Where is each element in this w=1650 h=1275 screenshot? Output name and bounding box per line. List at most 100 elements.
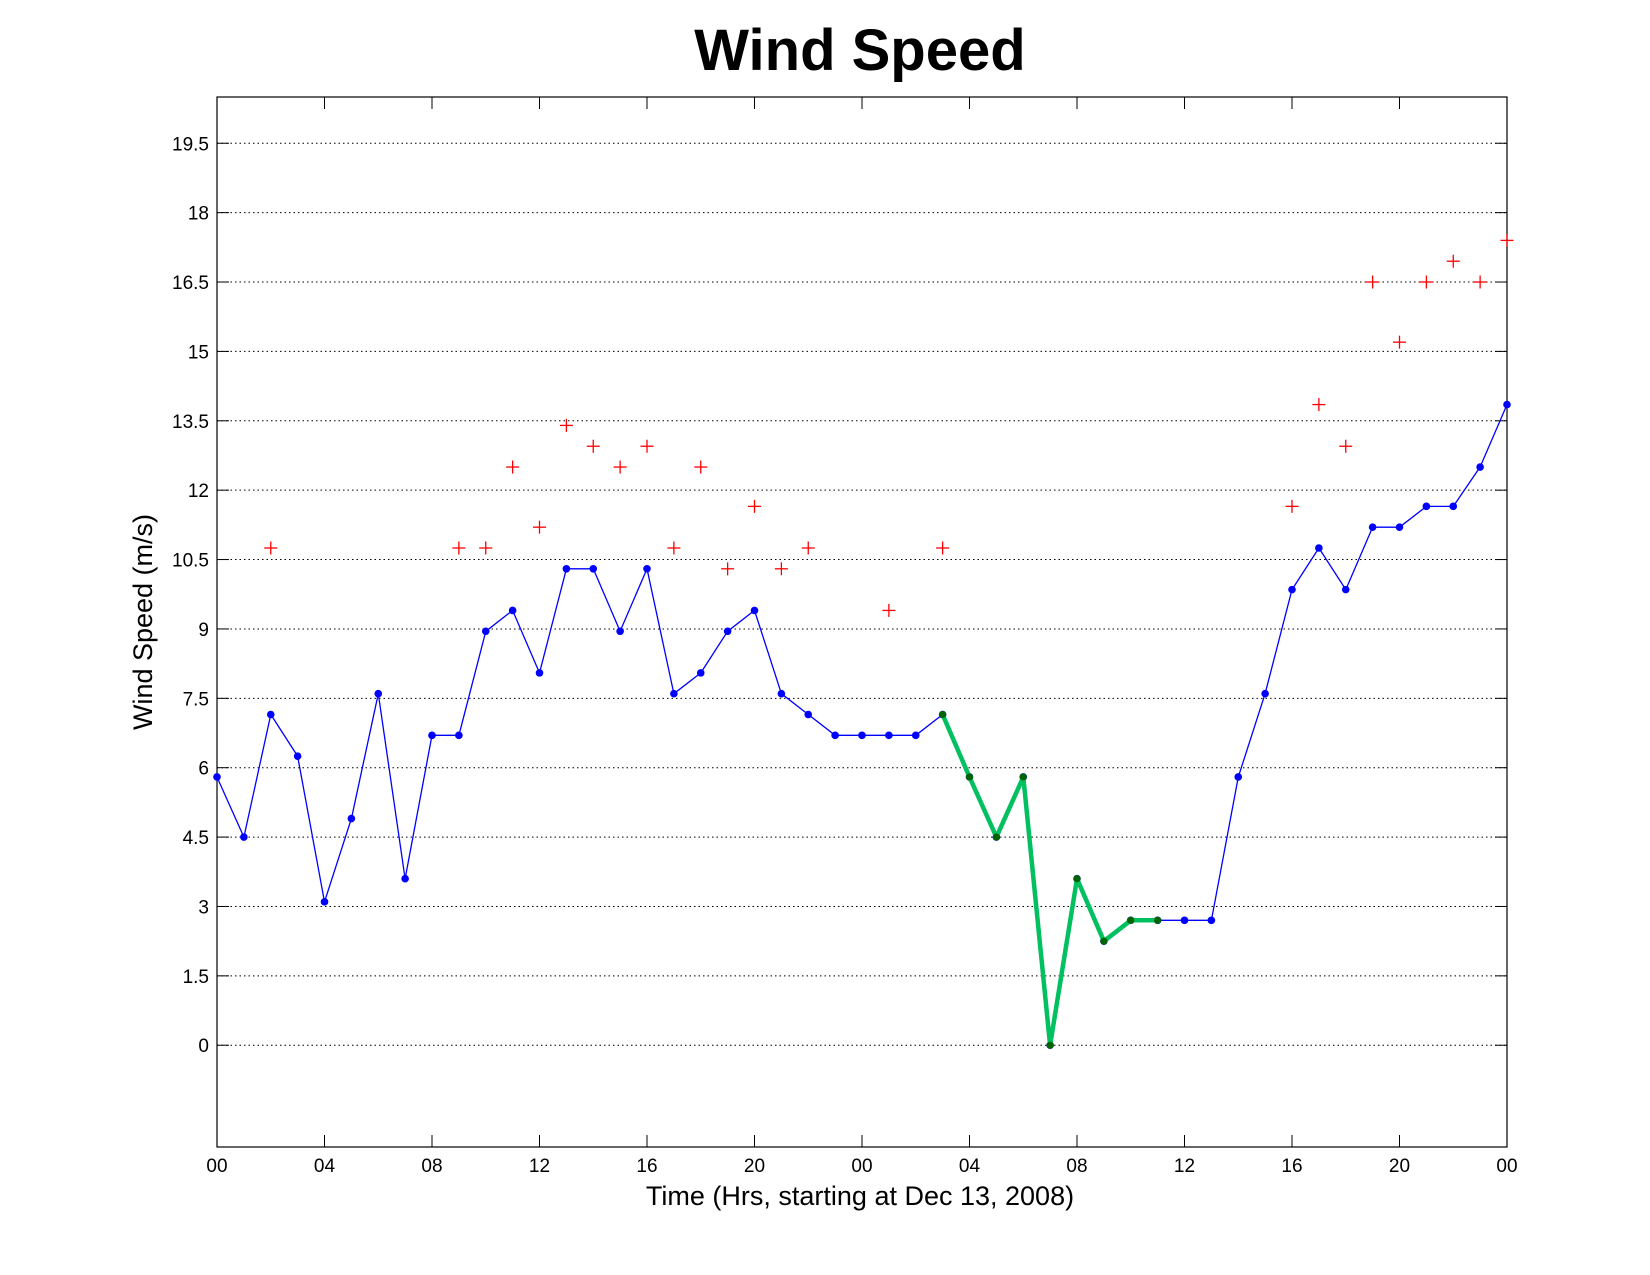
x-tick-label: 16 (636, 1156, 657, 1177)
observed-point (455, 731, 463, 740)
observed-point (213, 773, 221, 781)
x-tick-label: 04 (314, 1156, 336, 1177)
observed-point (1395, 523, 1404, 531)
grid-lines (217, 142, 1507, 1046)
observed-point (1341, 585, 1350, 594)
observed-point (643, 565, 651, 573)
observed-point (1449, 502, 1458, 511)
observed-point (1503, 400, 1511, 409)
gust-point (559, 418, 573, 432)
highlighted-point (965, 773, 974, 781)
y-tick-label: 6 (198, 759, 209, 780)
observed-point (535, 669, 544, 677)
gust-point (452, 541, 466, 555)
observed-point (1368, 523, 1377, 531)
observed-point (1288, 585, 1296, 594)
gust-point (264, 541, 278, 555)
gust-point (479, 541, 493, 555)
observed-point (911, 731, 920, 740)
gust-point (721, 562, 735, 576)
observed-point (374, 689, 383, 698)
y-tick-label: 3 (198, 897, 209, 918)
observed-point (428, 731, 436, 740)
observed-point (885, 731, 893, 740)
gust-point (882, 603, 896, 617)
x-axis-label: Time (Hrs, starting at Dec 13, 2008) (646, 1181, 1074, 1211)
observed-point (1207, 916, 1216, 925)
y-tick-label: 15 (188, 342, 209, 363)
x-tick-label: 08 (421, 1156, 442, 1177)
observed-point (481, 627, 490, 636)
x-tick-label: 04 (959, 1156, 981, 1177)
gust-point (694, 460, 708, 474)
observed-point (858, 731, 866, 740)
highlighted-point (1019, 773, 1027, 781)
observed-point (1234, 773, 1243, 781)
gust-point (613, 460, 627, 474)
observed-point (293, 752, 302, 760)
data-series (213, 233, 1514, 1050)
observed-point (1476, 463, 1484, 471)
x-tick-label: 00 (851, 1156, 872, 1177)
gust-point (1500, 233, 1514, 247)
gust-point (1285, 499, 1299, 513)
observed-point (347, 814, 356, 823)
observed-point (240, 833, 248, 841)
x-tick-label: 16 (1281, 1156, 1302, 1177)
observed-point (320, 898, 329, 906)
highlighted-point (1046, 1041, 1054, 1049)
x-tick-label: 20 (1389, 1156, 1410, 1177)
x-tick-label: 00 (206, 1156, 227, 1177)
gust-point (748, 499, 761, 513)
x-tick-label: 20 (744, 1156, 765, 1177)
gust-point (586, 439, 600, 453)
x-tick-label: 08 (1066, 1156, 1087, 1177)
gust-point (667, 541, 681, 555)
y-tick-label: 9 (198, 620, 209, 641)
observed-point (696, 669, 705, 677)
gust-point (1419, 275, 1433, 289)
observed-point (777, 689, 786, 698)
gust-point (936, 541, 950, 555)
chart-title: Wind Speed (694, 18, 1025, 83)
observed-point (508, 606, 517, 615)
observed-point (562, 565, 571, 573)
highlighted-point (1073, 875, 1081, 883)
observed-point (723, 627, 732, 636)
observed-point (266, 710, 275, 719)
highlighted-point (1100, 937, 1108, 945)
gust-point (1366, 275, 1380, 289)
y-tick-label: 1.5 (183, 967, 209, 988)
observed-point (1180, 916, 1189, 925)
y-tick-label: 18 (188, 204, 209, 225)
y-tick-label: 7.5 (183, 689, 209, 710)
y-tick-label: 19.5 (172, 134, 209, 155)
gust-point (801, 541, 815, 555)
observed-point (1315, 544, 1323, 552)
gust-point (533, 520, 546, 534)
gust-point (640, 439, 654, 453)
y-tick-label: 16.5 (172, 273, 209, 294)
observed-point (616, 627, 624, 636)
axis-ticks: 0 1.5 3 4.5 6 7.5 9 10.5 12 13.5 15 16.5 18 19.5 00 04 0… (172, 97, 1518, 1177)
gust-point (1473, 275, 1487, 289)
y-tick-label: 12 (188, 481, 209, 502)
x-tick-label: 00 (1496, 1156, 1517, 1177)
highlighted-point (992, 833, 1000, 841)
y-tick-label: 13.5 (172, 412, 209, 433)
highlighted-point (1127, 916, 1135, 924)
gust-point (1446, 254, 1460, 268)
observed-point (1422, 502, 1431, 511)
y-axis-label: Wind Speed (m/s) (128, 514, 158, 730)
observed-point (831, 731, 839, 740)
gust-point (506, 460, 520, 474)
x-tick-label: 12 (1174, 1156, 1195, 1177)
observed-point (1261, 689, 1269, 698)
observed-point (804, 710, 813, 719)
y-tick-label: 0 (198, 1036, 209, 1057)
observed-point (589, 565, 598, 573)
highlighted-point (939, 710, 947, 719)
gust-point (1339, 439, 1353, 453)
